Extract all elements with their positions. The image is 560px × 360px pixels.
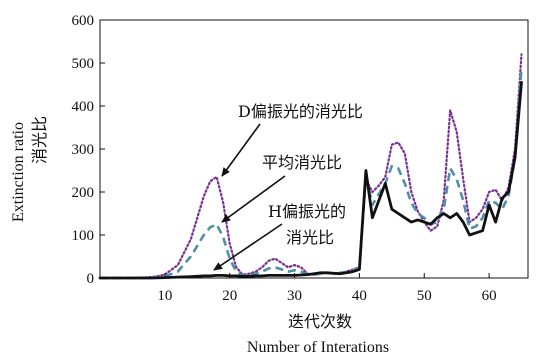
series-layer	[98, 53, 523, 280]
annotation-label-h-3: 消光比	[286, 228, 334, 247]
annotation-label-avg-1: 平均消光比	[262, 153, 342, 172]
x-tick-label: 50	[417, 288, 432, 304]
y-axis-title-english: Extinction ratio	[10, 122, 27, 222]
y-tick-label: 500	[72, 56, 95, 72]
y-tick-label: 200	[72, 185, 95, 201]
y-tick-label: 400	[72, 99, 95, 115]
annotation-arrow-d	[221, 123, 261, 177]
x-tick-label: 30	[287, 288, 302, 304]
x-tick-label: 10	[157, 288, 172, 304]
y-axis-title-chinese: 消光比	[31, 116, 49, 164]
x-axis-title-chinese: 迭代次数	[288, 313, 352, 331]
y-tick-label: 100	[72, 228, 95, 244]
x-tick-label: 20	[222, 288, 237, 304]
y-tick-label: 0	[87, 271, 95, 287]
y-tick-label: 600	[72, 13, 95, 29]
annotation-arrow-avg	[221, 175, 286, 223]
x-tick-label: 40	[352, 288, 367, 304]
annotation-label-d-0: D偏振光的消光比	[238, 102, 363, 121]
annotation-label-h-2: H偏振光的	[268, 202, 346, 221]
axes-layer: 0 100 200 300 400 500 600 10 20 30 40 50 60	[72, 13, 529, 304]
annotation-arrow-h	[213, 223, 283, 271]
x-tick-label: 60	[482, 288, 497, 304]
y-tick-label: 300	[72, 142, 95, 158]
series-line-h	[98, 80, 523, 280]
x-axis-title-english: Number of Interations	[247, 339, 389, 356]
